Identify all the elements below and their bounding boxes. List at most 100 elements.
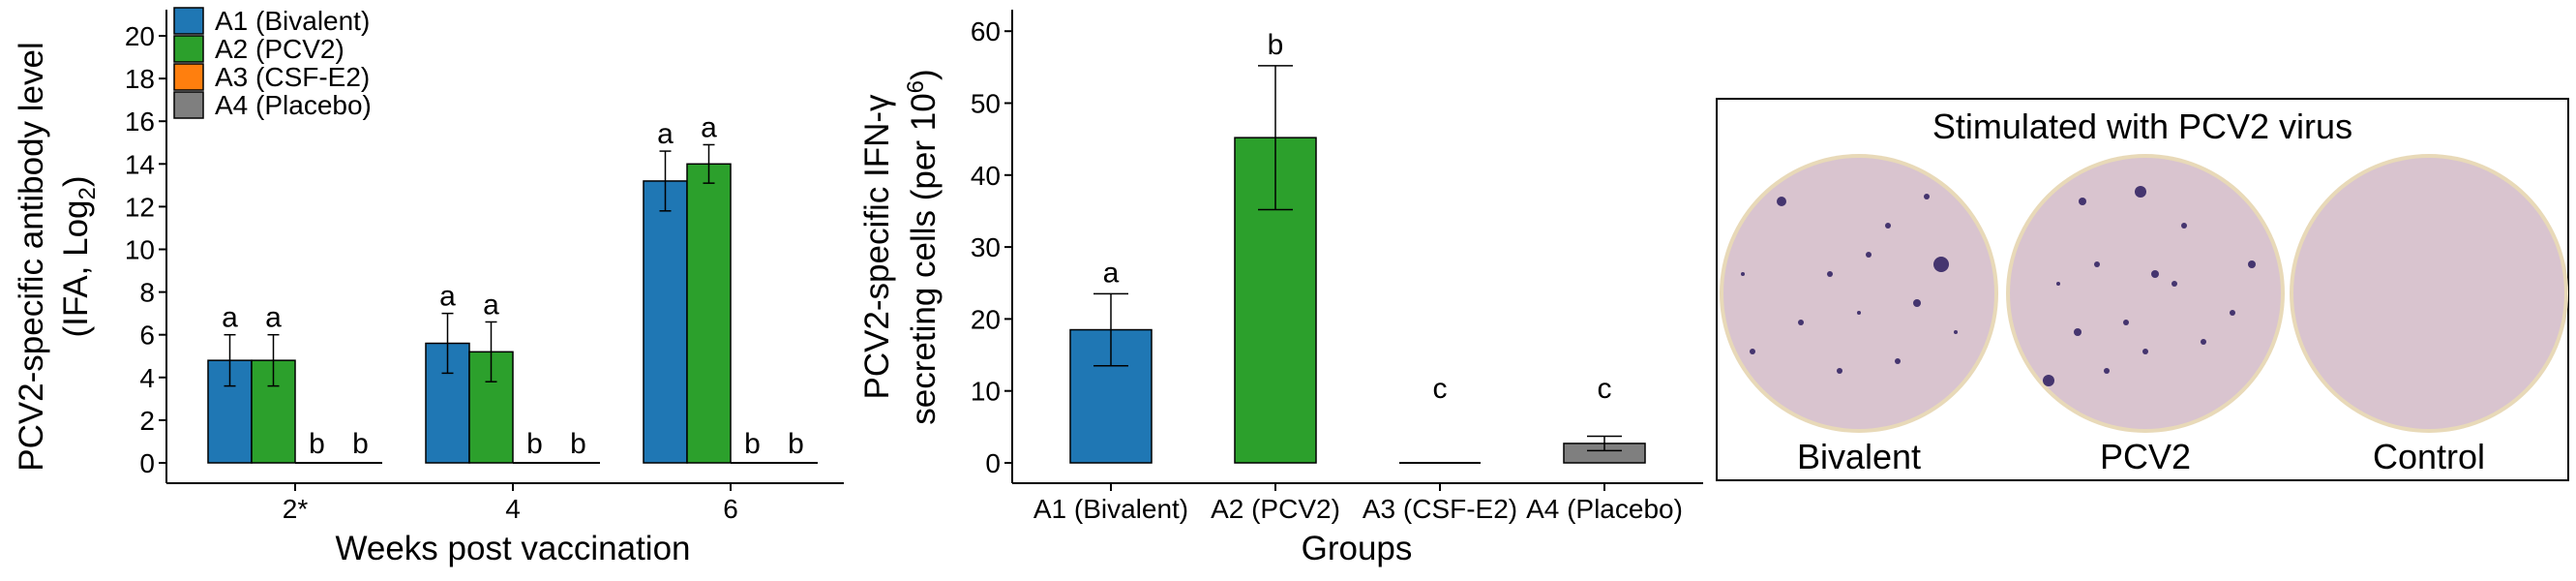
- ifn-chart-labels: 0 10 20 30 40 50 60 A1 (Bivalent) a A2 (PCV2) b A3 …: [971, 16, 1683, 524]
- elispot-spot: [1933, 257, 1949, 272]
- ifn-significance-letter: c: [1598, 373, 1612, 405]
- antibody-significance-letter: a: [657, 118, 674, 150]
- antibody-x-tick-label: 6: [723, 494, 738, 524]
- ifn-gamma-chart: 0 10 20 30 40 50 60 A1 (Bivalent) a A2 (PCV2) b A3 …: [858, 10, 1703, 567]
- antibody-significance-letter: a: [265, 302, 282, 334]
- antibody-significance-letter: a: [439, 281, 456, 313]
- antibody-x-tick-label: 2*: [283, 494, 309, 524]
- elispot-well-label: Bivalent: [1797, 437, 1921, 476]
- elispot-spot: [2079, 198, 2086, 205]
- antibody-legend-label: A1 (Bivalent): [215, 6, 370, 36]
- ifn-chart-bars: [1069, 65, 1646, 464]
- antibody-significance-letter: b: [744, 428, 761, 460]
- elispot-spot: [2123, 320, 2129, 325]
- elispot-well-label: PCV2: [2100, 437, 2191, 476]
- antibody-y-tick-label: 14: [125, 149, 155, 179]
- antibody-x-tick-label: 4: [505, 494, 521, 524]
- antibody-bar: [207, 359, 253, 464]
- ifn-significance-letter: c: [1433, 373, 1448, 405]
- elispot-spot: [1798, 320, 1804, 325]
- elispot-spot: [2043, 375, 2054, 386]
- elispot-spot: [2181, 223, 2187, 229]
- elispot-spot: [2172, 281, 2177, 287]
- ifn-significance-letter: b: [1268, 29, 1284, 61]
- elispot-spot: [2142, 349, 2148, 354]
- antibody-y-tick-label: 2: [139, 406, 155, 436]
- antibody-y-tick-label: 10: [125, 235, 155, 265]
- elispot-spot: [1837, 368, 1842, 374]
- antibody-y-tick-label: 8: [139, 278, 155, 308]
- elispot-spot: [2056, 282, 2060, 286]
- elispot-spot: [1750, 349, 1755, 354]
- ifn-x-tick-label: A1 (Bivalent): [1033, 494, 1188, 524]
- elispot-spot: [1885, 223, 1891, 229]
- antibody-y-tick-label: 20: [125, 21, 155, 51]
- elispot-well: [2293, 158, 2564, 429]
- elispot-wells: Bivalent PCV2 Control: [1720, 154, 2568, 476]
- antibody-significance-letter: a: [222, 302, 238, 334]
- elispot-well: [2010, 158, 2281, 429]
- ifn-x-axis-title: Groups: [1302, 530, 1413, 567]
- elispot-well: [1723, 158, 1994, 429]
- ifn-y-tick-label: 40: [971, 161, 1001, 191]
- elispot-spot: [2201, 339, 2206, 345]
- ifn-y-axis-title-line1: PCV2-specific IFN-γ: [858, 94, 896, 400]
- elispot-spot: [2151, 270, 2159, 278]
- antibody-legend-swatch: [173, 35, 204, 63]
- antibody-legend-swatch: [173, 63, 204, 91]
- elispot-spot: [1777, 197, 1786, 206]
- antibody-legend-label: A3 (CSF-E2): [215, 62, 370, 92]
- antibody-y-tick-label: 0: [139, 448, 155, 478]
- ifn-chart-axes: [1004, 10, 1703, 491]
- ifn-y-tick-label: 50: [971, 89, 1001, 119]
- antibody-legend-swatch: [173, 7, 204, 35]
- antibody-y-tick-label: 12: [125, 192, 155, 222]
- elispot-spot: [2094, 261, 2100, 267]
- elispot-spot: [1866, 252, 1872, 258]
- elispot-spot: [2104, 368, 2110, 374]
- antibody-significance-letter: a: [483, 289, 499, 321]
- antibody-legend-label: A2 (PCV2): [215, 34, 344, 64]
- ifn-y-tick-label: 10: [971, 377, 1001, 407]
- antibody-y-axis-title-line2: (IFA, Log2): [57, 175, 101, 337]
- antibody-y-tick-label: 16: [125, 107, 155, 137]
- elispot-spot: [1827, 271, 1833, 277]
- antibody-legend-swatch: [173, 91, 204, 119]
- ifn-y-tick-label: 60: [971, 16, 1001, 46]
- antibody-x-axis-title: Weeks post vaccination: [335, 530, 690, 567]
- antibody-y-tick-label: 6: [139, 321, 155, 351]
- antibody-bar: [643, 180, 688, 464]
- elispot-panel: Stimulated with PCV2 virus Bivalent PCV2 C…: [1716, 98, 2569, 481]
- antibody-significance-letter: b: [570, 428, 586, 460]
- ifn-x-tick-label: A4 (Placebo): [1526, 494, 1683, 524]
- antibody-significance-letter: a: [701, 111, 717, 143]
- antibody-significance-letter: b: [352, 428, 369, 460]
- ifn-y-tick-label: 30: [971, 232, 1001, 262]
- elispot-spot: [2248, 260, 2256, 268]
- ifn-y-axis-title-line2: secreting cells (per 106): [903, 69, 943, 424]
- elispot-spot: [1857, 311, 1861, 315]
- antibody-bar: [686, 163, 732, 464]
- antibody-significance-letter: b: [526, 428, 543, 460]
- elispot-spot: [1741, 272, 1745, 276]
- ifn-x-tick-label: A2 (PCV2): [1211, 494, 1340, 524]
- ifn-y-tick-label: 20: [971, 304, 1001, 334]
- ifn-x-tick-label: A3 (CSF-E2): [1363, 494, 1517, 524]
- antibody-significance-letter: b: [788, 428, 804, 460]
- antibody-y-axis-title-line1: PCV2-specific antibody level: [13, 42, 50, 472]
- elispot-well-label: Control: [2373, 437, 2485, 476]
- antibody-chart-legend: A1 (Bivalent)A2 (PCV2)A3 (CSF-E2)A4 (Pla…: [173, 6, 372, 120]
- elispot-spot: [2074, 328, 2082, 336]
- antibody-y-tick-label: 18: [125, 64, 155, 94]
- elispot-title: Stimulated with PCV2 virus: [1932, 107, 2352, 146]
- elispot-spot: [1895, 358, 1901, 364]
- elispot-spot: [1913, 299, 1921, 307]
- antibody-chart-bars: [207, 143, 818, 464]
- antibody-y-tick-label: 4: [139, 363, 155, 393]
- ifn-significance-letter: a: [1103, 257, 1120, 289]
- elispot-spot: [2230, 310, 2235, 316]
- ifn-y-tick-label: 0: [985, 448, 1001, 478]
